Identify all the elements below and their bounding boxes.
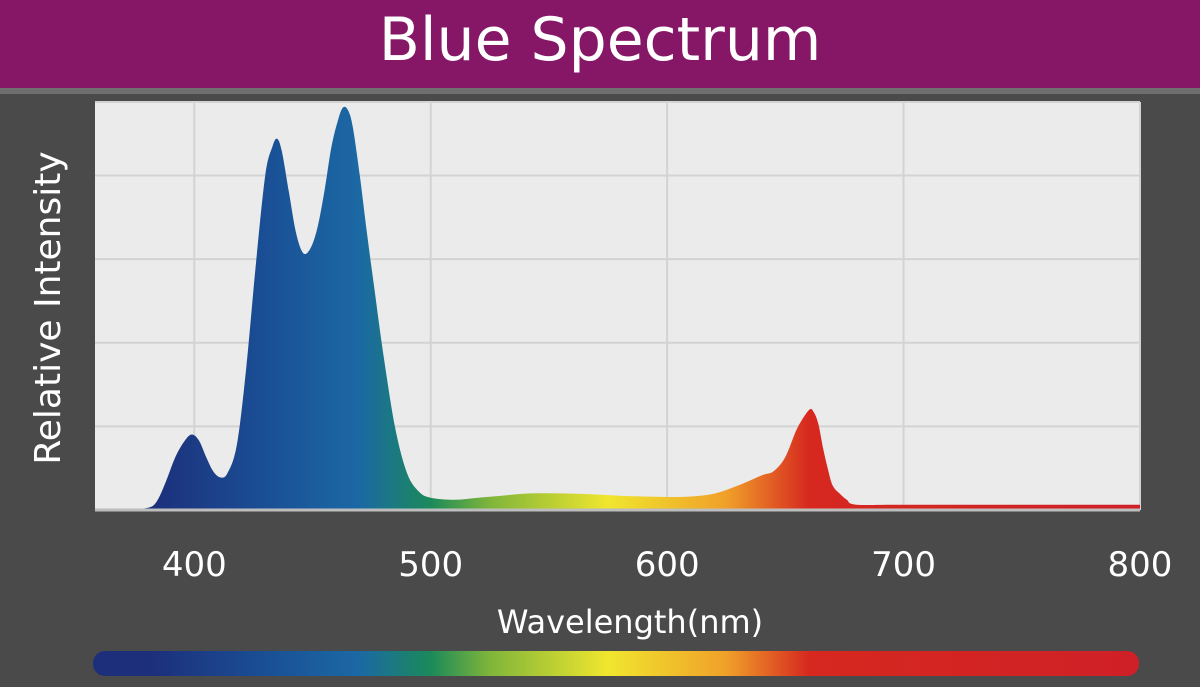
title-separator <box>0 88 1200 94</box>
chart-title: Blue Spectrum <box>378 5 822 75</box>
spectrum-color-bar <box>93 651 1139 676</box>
x-tick-label: 500 <box>398 545 463 585</box>
x-tick-labels: 400 500 600 700 800 <box>162 545 1173 585</box>
x-tick-label: 600 <box>635 545 700 585</box>
x-tick-label: 800 <box>1108 545 1173 585</box>
x-tick-label: 400 <box>162 545 227 585</box>
spectrum-area <box>95 106 1140 510</box>
title-bar: Blue Spectrum <box>0 0 1200 88</box>
x-tick-label: 700 <box>871 545 936 585</box>
x-axis-label: Wavelength(nm) <box>497 603 763 641</box>
y-axis-label: Relative Intensity <box>28 151 69 464</box>
